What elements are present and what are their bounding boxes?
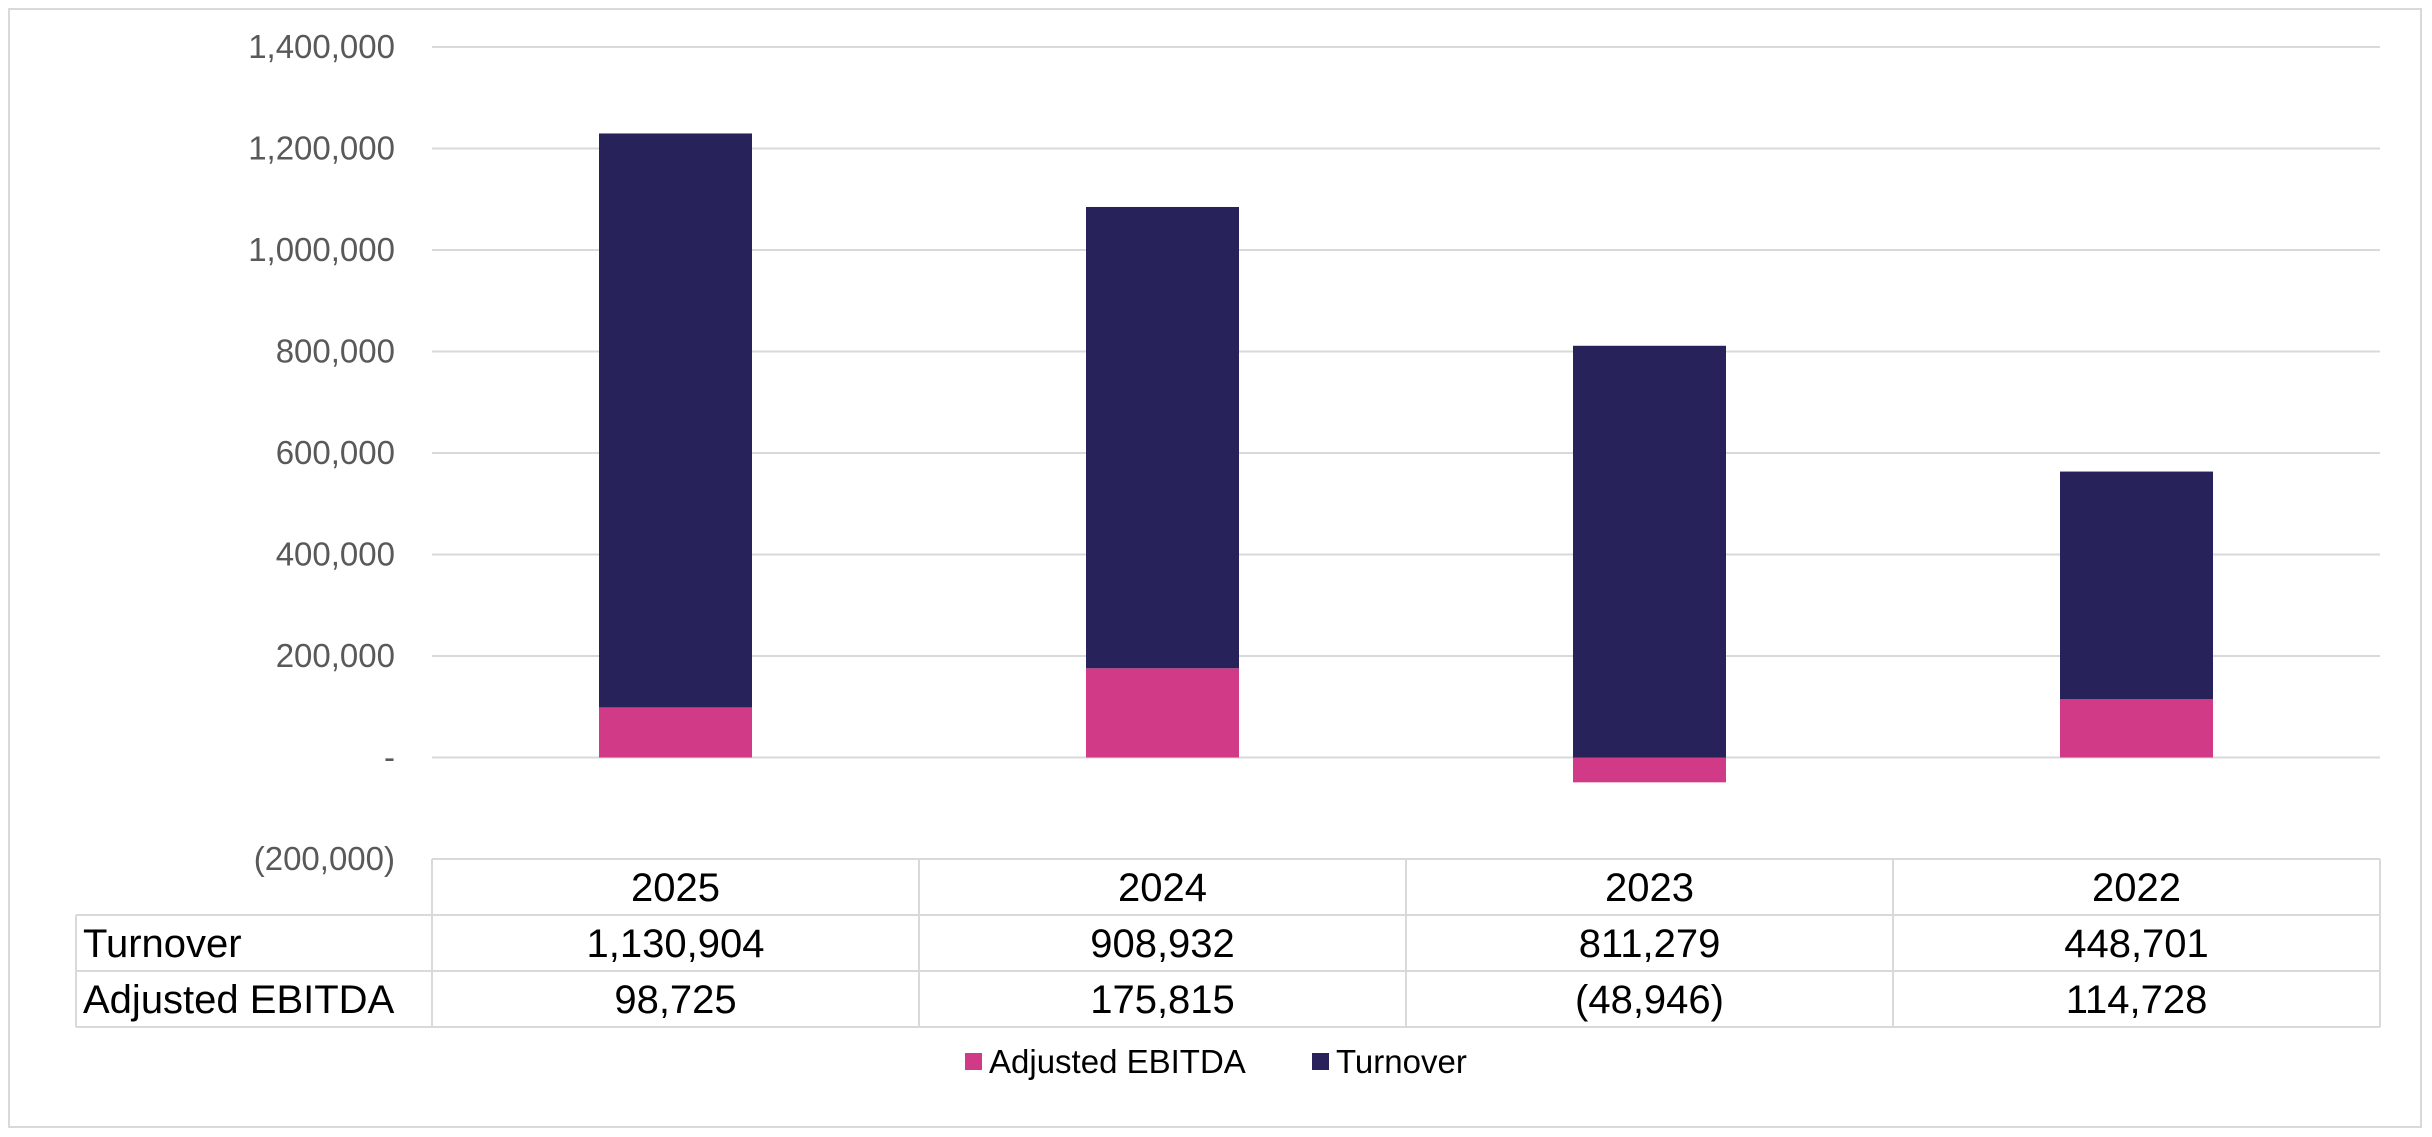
legend-label: Adjusted EBITDA	[989, 1043, 1246, 1080]
table-cell-value: 908,932	[1090, 922, 1235, 966]
bars	[599, 133, 2213, 783]
gridlines	[432, 46, 2380, 759]
y-tick-label: (200,000)	[254, 840, 395, 877]
table-cell-value: 175,815	[1090, 978, 1235, 1022]
legend: Adjusted EBITDA Turnover	[965, 1043, 1467, 1080]
bar-turnover-2022	[2060, 471, 2213, 700]
table-cell-value: 448,701	[2064, 922, 2209, 966]
y-tick-label: 1,200,000	[248, 130, 395, 167]
category-label: 2023	[1605, 866, 1694, 910]
y-tick-label: 400,000	[276, 536, 395, 573]
bar-turnover-2025	[599, 133, 752, 708]
legend-swatch	[1312, 1053, 1329, 1070]
legend-item-turnover: Turnover	[1312, 1043, 1467, 1080]
y-tick-label: 800,000	[276, 333, 395, 370]
y-tick-label: 600,000	[276, 434, 395, 471]
table-cell-value: 98,725	[614, 978, 736, 1022]
bar-adjusted-ebitda-2023	[1573, 757, 1726, 783]
bar-turnover-2024	[1086, 206, 1239, 669]
data-table: 2025 2024 2023 2022 Turnover 1,130,904 908,932…	[75, 858, 2381, 1028]
legend-item-adjusted-ebitda: Adjusted EBITDA	[965, 1043, 1246, 1080]
category-label: 2025	[631, 866, 720, 910]
y-tick-label: 200,000	[276, 637, 395, 674]
table-cell-value: (48,946)	[1575, 978, 1724, 1022]
category-label: 2024	[1118, 866, 1207, 910]
table-cell-value: 811,279	[1579, 922, 1721, 966]
y-tick-label: 1,000,000	[248, 231, 395, 268]
table-cell-value: 114,728	[2066, 978, 2208, 1022]
legend-swatch	[965, 1053, 982, 1070]
bar-adjusted-ebitda-2024	[1086, 668, 1239, 758]
table-row-label: Adjusted EBITDA	[83, 978, 395, 1022]
bar-adjusted-ebitda-2022	[2060, 699, 2213, 758]
category-label: 2022	[2092, 866, 2181, 910]
y-axis-tick-labels: 1,400,000 1,200,000 1,000,000 800,000 600,00…	[248, 28, 395, 877]
table-cell-value: 1,130,904	[587, 922, 765, 966]
table-row-label: Turnover	[83, 922, 242, 966]
y-tick-label: 1,400,000	[248, 28, 395, 65]
legend-label: Turnover	[1336, 1043, 1467, 1080]
bar-turnover-2023	[1573, 345, 1726, 758]
y-tick-label: -	[384, 739, 395, 776]
bar-adjusted-ebitda-2025	[599, 707, 752, 758]
